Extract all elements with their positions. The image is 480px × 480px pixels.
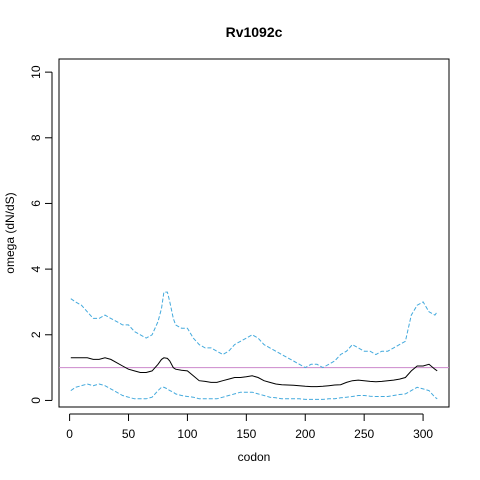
x-axis: 0 50 100 150 200 250 300 [66, 413, 433, 441]
x-tick-label: 200 [295, 427, 315, 441]
x-tick-label: 100 [177, 427, 197, 441]
plot-area [59, 291, 449, 400]
y-tick-label: 6 [29, 200, 43, 207]
y-tick-label: 8 [29, 134, 43, 141]
series-line-upper [70, 291, 438, 369]
y-axis: 0 2 4 6 8 10 [29, 65, 53, 404]
x-tick-label: 0 [66, 427, 73, 441]
series-line-lower [70, 383, 438, 400]
x-tick-label: 250 [354, 427, 374, 441]
y-axis-label: omega (dN/dS) [3, 192, 17, 273]
x-tick-label: 150 [236, 427, 256, 441]
chart-title: Rv1092c [226, 24, 283, 40]
y-tick-label: 4 [29, 265, 43, 272]
series-line-estimate [70, 357, 438, 388]
x-tick-label: 300 [413, 427, 433, 441]
y-tick-label: 10 [29, 65, 43, 79]
x-tick-label: 50 [122, 427, 136, 441]
y-tick-label: 0 [29, 397, 43, 404]
y-tick-label: 2 [29, 331, 43, 338]
x-axis-label: codon [238, 450, 271, 464]
plot-frame [58, 58, 450, 408]
